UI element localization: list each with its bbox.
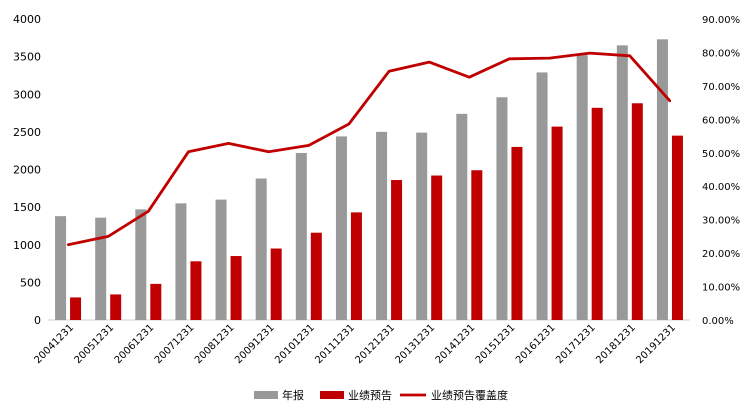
bar-annual-report bbox=[175, 203, 187, 320]
y-right-tick-label: 60.00% bbox=[702, 115, 740, 126]
legend-swatch bbox=[254, 391, 278, 399]
bar-annual-report bbox=[295, 152, 307, 320]
coverage-point bbox=[468, 75, 471, 79]
x-tick-label: 20051231 bbox=[73, 322, 117, 366]
bars bbox=[55, 39, 683, 321]
coverage-point bbox=[227, 142, 230, 145]
coverage-point bbox=[106, 235, 110, 238]
bar-earnings-forecast bbox=[431, 175, 443, 320]
x-tick-label: 20081231 bbox=[193, 322, 237, 366]
x-tick-label: 20181231 bbox=[594, 322, 638, 366]
coverage-point bbox=[548, 56, 551, 60]
coverage-point bbox=[267, 150, 270, 153]
bar-earnings-forecast bbox=[591, 107, 603, 320]
bar-annual-report bbox=[135, 209, 147, 320]
y-right-tick-label: 20.00% bbox=[702, 249, 740, 260]
x-tick-label: 20041231 bbox=[32, 322, 76, 366]
coverage-point bbox=[588, 51, 591, 55]
x-tick-label: 20111231 bbox=[313, 322, 357, 366]
legend-label: 年报 bbox=[282, 388, 304, 402]
legend-earnings-forecast: 业绩预告 bbox=[320, 389, 392, 402]
x-tick-label: 20091231 bbox=[233, 322, 277, 366]
legend-coverage: 业绩预告覆盖度 bbox=[400, 388, 508, 402]
x-tick-label: 20171231 bbox=[554, 322, 598, 366]
bar-earnings-forecast bbox=[471, 170, 483, 320]
y-right-tick-label: 90.00% bbox=[702, 15, 740, 26]
bar-annual-report bbox=[416, 132, 428, 320]
bar-earnings-forecast bbox=[190, 261, 202, 320]
bar-earnings-forecast bbox=[631, 103, 643, 320]
bar-earnings-forecast bbox=[551, 126, 563, 320]
bar-earnings-forecast bbox=[511, 146, 523, 320]
bar-annual-report bbox=[456, 113, 468, 320]
coverage-line-layer bbox=[66, 51, 672, 247]
coverage-point bbox=[307, 144, 311, 147]
bar-annual-report bbox=[335, 136, 347, 320]
legend-swatch bbox=[320, 391, 344, 399]
y-left-tick-label: 2000 bbox=[13, 164, 41, 177]
coverage-point bbox=[187, 150, 190, 153]
coverage-point bbox=[147, 210, 150, 213]
coverage-point bbox=[508, 57, 511, 60]
coverage-point bbox=[668, 99, 672, 103]
bar-earnings-forecast bbox=[150, 283, 162, 320]
x-tick-label: 20191231 bbox=[634, 322, 678, 366]
x-tick-label: 20061231 bbox=[113, 322, 157, 366]
y-right-tick-label: 80.00% bbox=[702, 48, 740, 59]
x-tick-label: 20121231 bbox=[353, 322, 397, 366]
bar-earnings-forecast bbox=[270, 248, 282, 320]
legend-annual-report: 年报 bbox=[254, 388, 304, 402]
bar-annual-report bbox=[616, 45, 628, 321]
bar-annual-report bbox=[576, 55, 588, 321]
bar-earnings-forecast bbox=[110, 294, 122, 320]
coverage-point bbox=[427, 60, 431, 64]
x-tick-label: 20161231 bbox=[514, 322, 558, 366]
coverage-point bbox=[387, 69, 391, 73]
bar-earnings-forecast bbox=[70, 297, 82, 320]
y-left-tick-label: 500 bbox=[20, 276, 41, 289]
bar-earnings-forecast bbox=[310, 232, 322, 320]
x-tick-label: 20131231 bbox=[394, 322, 438, 366]
bar-annual-report bbox=[55, 216, 67, 320]
y-left-tick-label: 1000 bbox=[13, 239, 41, 252]
bar-annual-report bbox=[656, 39, 668, 320]
x-tick-label: 20101231 bbox=[273, 322, 317, 366]
bar-earnings-forecast bbox=[230, 256, 242, 320]
y-right-tick-label: 40.00% bbox=[702, 182, 740, 193]
y-left-tick-label: 2500 bbox=[13, 126, 41, 139]
legend-label: 业绩预告覆盖度 bbox=[431, 388, 508, 402]
bar-annual-report bbox=[255, 178, 267, 320]
y-right-tick-label: 10.00% bbox=[702, 283, 740, 294]
y-right-tick-label: 70.00% bbox=[702, 82, 740, 93]
y-left-tick-label: 1500 bbox=[13, 201, 41, 214]
coverage-point bbox=[66, 243, 70, 246]
y-right-tick-label: 30.00% bbox=[702, 216, 740, 227]
bar-annual-report bbox=[215, 199, 227, 320]
y-left-tick-label: 0 bbox=[34, 314, 41, 327]
x-tick-label: 20141231 bbox=[434, 322, 478, 366]
legend-label: 业绩预告 bbox=[348, 389, 392, 402]
bar-annual-report bbox=[536, 72, 548, 321]
coverage-point bbox=[347, 122, 351, 126]
bar-earnings-forecast bbox=[350, 212, 362, 320]
y-right-tick-label: 0.00% bbox=[702, 316, 734, 327]
y-left-tick-label: 3000 bbox=[13, 88, 41, 101]
legend: 年报 业绩预告 业绩预告覆盖度 bbox=[254, 388, 508, 402]
bar-annual-report bbox=[95, 217, 107, 320]
coverage-point bbox=[628, 54, 632, 57]
x-tick-label: 20071231 bbox=[153, 322, 197, 366]
coverage-line bbox=[67, 51, 671, 247]
y-left-tick-label: 3500 bbox=[13, 51, 41, 64]
y-left-tick-label: 4000 bbox=[13, 13, 41, 26]
x-tick-label: 20151231 bbox=[474, 322, 518, 366]
bar-annual-report bbox=[496, 97, 508, 320]
bar-annual-report bbox=[376, 131, 388, 320]
bar-earnings-forecast bbox=[391, 180, 403, 320]
bar-earnings-forecast bbox=[671, 135, 683, 320]
y-right-tick-label: 50.00% bbox=[702, 149, 740, 160]
